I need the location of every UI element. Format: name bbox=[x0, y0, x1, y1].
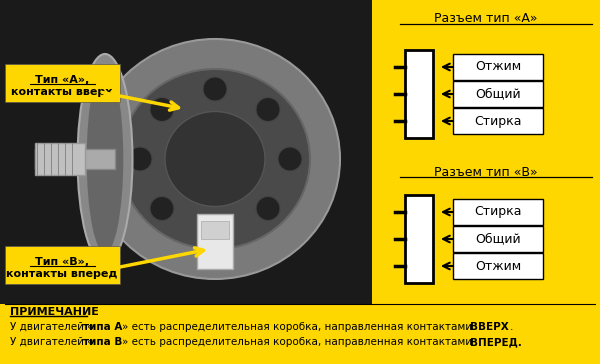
Circle shape bbox=[150, 197, 174, 221]
Bar bbox=[453, 81, 543, 107]
Bar bbox=[5, 246, 120, 284]
Text: Стирка: Стирка bbox=[474, 206, 522, 218]
Text: Стирка: Стирка bbox=[474, 115, 522, 127]
Text: типа В: типа В bbox=[83, 337, 122, 347]
Text: Тип «В»,: Тип «В», bbox=[35, 257, 89, 267]
Bar bbox=[5, 64, 120, 102]
Circle shape bbox=[278, 147, 302, 171]
Circle shape bbox=[203, 217, 227, 241]
Circle shape bbox=[150, 98, 174, 122]
Bar bbox=[453, 108, 543, 134]
Text: Общий: Общий bbox=[475, 233, 521, 245]
Circle shape bbox=[203, 77, 227, 101]
Text: » есть распределительная коробка, направленная контактами: » есть распределительная коробка, направ… bbox=[122, 337, 472, 347]
Text: контакты вперед: контакты вперед bbox=[7, 269, 118, 279]
Bar bbox=[197, 214, 233, 269]
Bar bbox=[453, 199, 543, 225]
Text: ВПЕРЕД.: ВПЕРЕД. bbox=[470, 337, 522, 347]
Ellipse shape bbox=[77, 54, 133, 264]
Circle shape bbox=[256, 98, 280, 122]
Bar bbox=[35, 143, 85, 175]
Bar bbox=[453, 54, 543, 80]
Text: ПРИМЕЧАНИЕ: ПРИМЕЧАНИЕ bbox=[10, 307, 99, 317]
Text: Разъем тип «А»: Разъем тип «А» bbox=[434, 12, 538, 25]
Text: У двигателей «: У двигателей « bbox=[10, 337, 94, 347]
Ellipse shape bbox=[90, 39, 340, 279]
Text: Отжим: Отжим bbox=[475, 60, 521, 74]
Circle shape bbox=[128, 147, 152, 171]
Ellipse shape bbox=[120, 69, 310, 249]
Bar bbox=[405, 195, 433, 283]
Text: Разъем тип «В»: Разъем тип «В» bbox=[434, 166, 538, 178]
Ellipse shape bbox=[86, 64, 124, 254]
Bar bbox=[405, 50, 433, 138]
Bar bbox=[201, 221, 229, 239]
Bar bbox=[453, 253, 543, 279]
Bar bbox=[35, 149, 115, 169]
Ellipse shape bbox=[165, 111, 265, 206]
Text: » есть распределительная коробка, направленная контактами: » есть распределительная коробка, направ… bbox=[122, 322, 472, 332]
Bar bbox=[0, 0, 372, 304]
Text: Тип «А»,: Тип «А», bbox=[35, 75, 89, 85]
Bar bbox=[453, 226, 543, 252]
Text: контакты вверх: контакты вверх bbox=[11, 87, 113, 97]
Text: ВВЕРХ: ВВЕРХ bbox=[470, 322, 509, 332]
Text: типа А: типа А bbox=[83, 322, 122, 332]
Text: У двигателей «: У двигателей « bbox=[10, 322, 94, 332]
Circle shape bbox=[256, 197, 280, 221]
Text: Общий: Общий bbox=[475, 87, 521, 100]
Text: Отжим: Отжим bbox=[475, 260, 521, 273]
Text: .: . bbox=[510, 322, 514, 332]
